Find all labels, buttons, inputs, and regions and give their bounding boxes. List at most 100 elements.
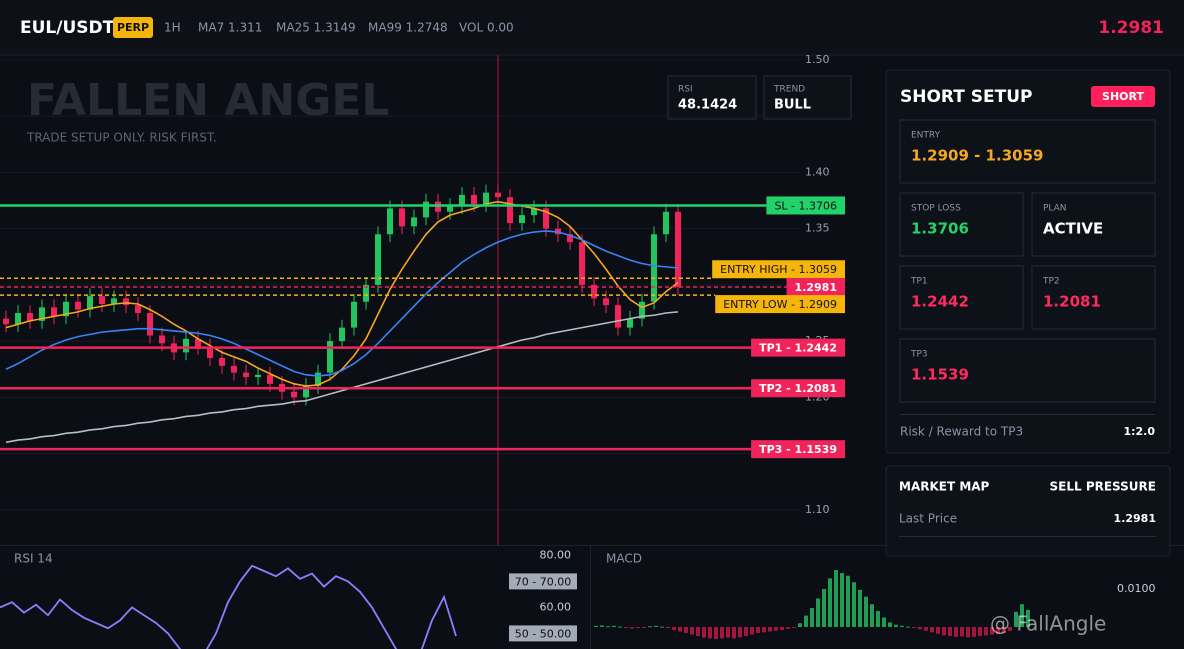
macd-bar [810, 608, 814, 627]
macd-title: MACD [606, 552, 642, 566]
candle-body [183, 338, 189, 353]
rsi-stat-value: 48.1424 [678, 98, 737, 113]
macd-bar [852, 582, 856, 627]
macd-bar [708, 626, 712, 639]
y-tick-label: 60.00 [540, 600, 572, 613]
macd-bar [912, 626, 916, 628]
macd-bar [930, 626, 934, 633]
y-tick-label: 1.10 [805, 503, 830, 516]
macd-bar [780, 626, 784, 631]
candle-body [315, 372, 321, 387]
price-level-label: TP2 - 1.2081 [759, 382, 837, 395]
tp3-value: 1.1539 [911, 366, 969, 384]
macd-bar [624, 626, 628, 628]
ma7-readout: MA7 1.311 [198, 21, 262, 35]
price-level-tag [715, 295, 845, 314]
macd-bar [600, 625, 604, 627]
perp-badge [113, 17, 153, 38]
stop-loss-box [899, 192, 1024, 257]
macd-bar [834, 570, 838, 627]
rsi-stat-box [667, 75, 757, 120]
macd-bar [942, 626, 946, 636]
candle-body [15, 312, 21, 325]
y-tick-label: 0.0100 [1117, 582, 1156, 595]
macd-plot [594, 570, 1030, 640]
candle-body [411, 217, 417, 227]
candle-body [243, 372, 249, 378]
macd-bar [984, 626, 988, 636]
last-price-value: 1.2981 [1114, 512, 1156, 525]
candle-body [651, 234, 657, 302]
macd-bar [792, 626, 796, 628]
macd-bar [756, 626, 760, 634]
price-level-label: SL - 1.3706 [774, 199, 837, 212]
macd-bar [678, 626, 682, 632]
price-level-tag [712, 260, 845, 279]
macd-chart: 0.02000.0100 [594, 544, 1156, 640]
candle-body [531, 208, 537, 216]
candle-body [303, 386, 309, 398]
candle-body [423, 201, 429, 218]
candle-body [75, 301, 81, 310]
candle-body [459, 194, 465, 207]
candle-body [615, 305, 621, 328]
macd-bar [822, 589, 826, 627]
interval[interactable]: 1H [164, 21, 181, 35]
y-tick-label: 80.00 [540, 548, 572, 561]
rsi-line [0, 564, 457, 649]
trend-stat-label: TREND [773, 85, 805, 95]
moving-average [5, 230, 679, 377]
price-level-tag [751, 338, 845, 357]
rsi-plot [0, 564, 457, 649]
candle-body [339, 327, 345, 342]
candle-body [219, 357, 225, 366]
risk-reward-label: Risk / Reward to TP3 [900, 425, 1023, 439]
macd-bar [960, 626, 964, 637]
macd-bar [1014, 611, 1018, 627]
candle-body [591, 284, 597, 299]
candle-body [471, 194, 477, 204]
tp2-label: TP2 [1042, 277, 1060, 287]
macd-bar [948, 626, 952, 637]
trend-stat-box [763, 75, 852, 120]
tp1-box [899, 265, 1024, 330]
macd-bar [978, 626, 982, 637]
macd-bar [690, 626, 694, 635]
candle-body [159, 335, 165, 344]
macd-bar [894, 624, 898, 627]
macd-bar [762, 626, 766, 633]
price-level-label: TP1 - 1.2442 [759, 342, 837, 355]
candle-body [363, 284, 369, 302]
macd-bar [918, 626, 922, 630]
y-tick-label: 1.40 [805, 165, 830, 178]
candle-body [483, 192, 489, 204]
candle-body [579, 242, 585, 285]
rsi-level-label: 50 - 50.00 [515, 627, 571, 640]
macd-bar [618, 626, 622, 628]
watermark-subtitle: TRADE SETUP ONLY. RISK FIRST. [26, 131, 217, 145]
header-bar [0, 0, 1184, 55]
candle-body [375, 234, 381, 285]
stop-loss-label: STOP LOSS [911, 204, 961, 214]
macd-bar [864, 596, 868, 627]
macd-bar [606, 626, 610, 628]
macd-bar [594, 625, 598, 627]
candle-body [507, 197, 513, 224]
short-badge [1091, 86, 1155, 107]
macd-bar [768, 626, 772, 632]
macd-bar [966, 626, 970, 638]
macd-bar [642, 626, 646, 628]
plan-value: ACTIVE [1043, 220, 1103, 238]
macd-bar [906, 626, 910, 628]
macd-bar [636, 626, 640, 629]
macd-bar [1026, 609, 1030, 627]
macd-bar [732, 626, 736, 639]
perp-badge-text: PERP [117, 21, 149, 34]
candle-body [291, 391, 297, 398]
macd-bar [1002, 626, 1006, 633]
macd-bar [750, 626, 754, 635]
candle-body [27, 312, 33, 321]
macd-bar [1020, 604, 1024, 627]
candle-body [207, 346, 213, 358]
candle-body [51, 307, 57, 317]
